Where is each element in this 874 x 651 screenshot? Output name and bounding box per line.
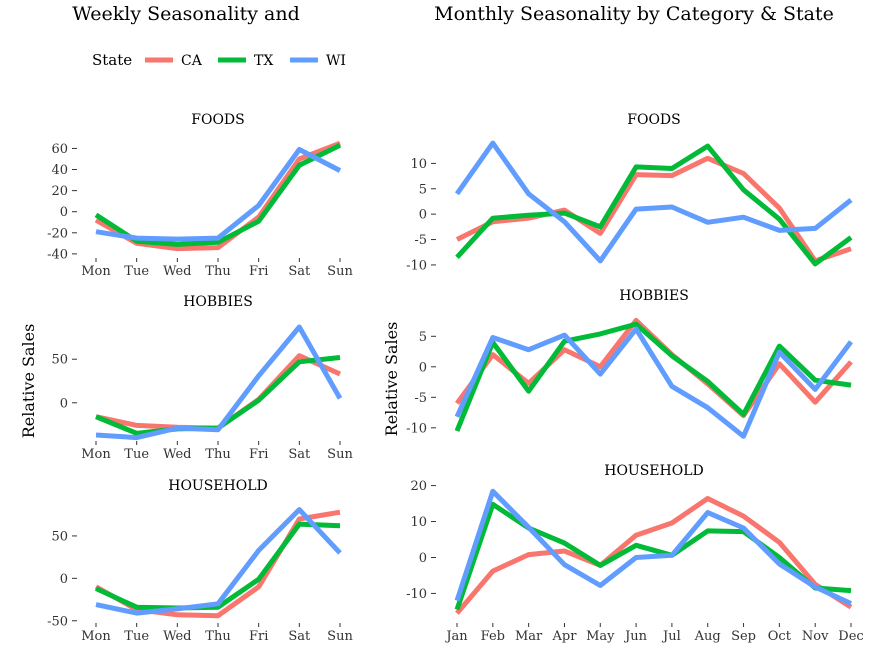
- x-tick-label: Sun: [327, 447, 353, 462]
- series-line-tx: [95, 355, 341, 436]
- x-tick-label: Tue: [124, 447, 149, 462]
- x-tick-label: Feb: [481, 629, 505, 644]
- y-tick-label: 10: [410, 515, 427, 530]
- facet-title: FOODS: [627, 112, 680, 128]
- y-tick-label: -5: [414, 233, 427, 248]
- series-line-wi: [95, 147, 342, 242]
- monthly-facet-household: HOUSEHOLD -10 0 10 20 Jan Feb Mar Apr May Jun Jul Au…: [406, 463, 864, 644]
- x-tick-label: Sun: [327, 264, 353, 279]
- x-tick-label: Sat: [288, 264, 311, 279]
- x-tick-label: Mon: [81, 447, 111, 462]
- x-tick-label: Wed: [163, 264, 191, 279]
- series-line-ca: [95, 353, 342, 431]
- x-tick-label: Fri: [249, 447, 268, 462]
- left-chart-title: Weekly Seasonality and: [72, 3, 299, 25]
- legend: CA TX WI: [145, 53, 346, 69]
- weekly-facet-hobbies: HOBBIES 0 50 Mon Tue Wed Thu Fri Sat Sun: [51, 294, 353, 462]
- x-tick-label: Mon: [81, 264, 111, 279]
- y-tick-label: 60: [51, 142, 68, 157]
- x-tick-label: Thu: [205, 629, 230, 644]
- x-tick-label: Jul: [661, 629, 681, 644]
- legend-label-ca: CA: [181, 53, 203, 69]
- y-tick-label: 20: [51, 184, 68, 199]
- series-line-wi: [454, 140, 853, 264]
- x-tick-label: Mon: [81, 629, 111, 644]
- x-tick-label: Thu: [205, 264, 230, 279]
- facet-title: HOUSEHOLD: [168, 478, 268, 494]
- x-tick-label: Nov: [802, 629, 829, 644]
- legend-label-wi: WI: [326, 53, 346, 69]
- x-tick-label: May: [586, 629, 615, 644]
- series-line-wi: [95, 324, 343, 441]
- y-tick-label: 40: [51, 163, 68, 178]
- y-tick-label: 0: [60, 396, 68, 411]
- series-line-wi: [454, 326, 853, 439]
- y-tick-label: -20: [47, 226, 68, 241]
- x-tick-label: Thu: [205, 447, 230, 462]
- y-tick-label: -10: [406, 421, 427, 436]
- monthly-panel: Relative Sales FOODS -10 -5 0 5 10 HOBBIES -10 -5…: [382, 112, 864, 644]
- facet-title: HOBBIES: [619, 288, 689, 304]
- monthly-facet-foods: FOODS -10 -5 0 5 10: [406, 112, 853, 273]
- weekly-facet-foods: FOODS -40 -20 0 20 40 60 Mon Tue Wed Thu Fri Sat Sun: [47, 112, 353, 279]
- x-tick-label: Wed: [163, 447, 191, 462]
- x-tick-label: Sat: [288, 629, 311, 644]
- x-tick-label: Aug: [694, 629, 721, 644]
- x-tick-label: Tue: [124, 264, 149, 279]
- x-tick-label: Sun: [327, 629, 353, 644]
- y-tick-label: 10: [410, 157, 427, 172]
- x-tick-label: Oct: [768, 629, 792, 644]
- weekly-facet-household: HOUSEHOLD -50 0 50 Mon Tue Wed Thu Fri Sat Sun: [47, 478, 353, 644]
- weekly-panel: Relative Sales FOODS -40 -20 0 20 40 60 Mon Tue We…: [19, 112, 353, 644]
- series-line-ca: [94, 140, 341, 252]
- series-line-ca: [455, 496, 853, 615]
- legend-label-tx: TX: [254, 53, 273, 69]
- x-tick-label: Fri: [249, 264, 268, 279]
- y-tick-label: -40: [47, 247, 68, 262]
- facet-title: FOODS: [191, 112, 244, 128]
- monthly-facet-hobbies: HOBBIES -10 -5 0 5: [406, 288, 853, 439]
- x-tick-label: Jan: [444, 629, 468, 644]
- weekly-y-axis-title: Relative Sales: [19, 324, 38, 439]
- y-tick-label: -10: [406, 258, 427, 273]
- monthly-y-axis-title: Relative Sales: [382, 322, 401, 437]
- chart-panels: Relative Sales FOODS -40 -20 0 20 40 60 Mon Tue We…: [19, 112, 864, 644]
- series-line-ca: [455, 155, 852, 264]
- y-tick-label: 0: [419, 360, 427, 375]
- x-tick-label: Wed: [163, 629, 191, 644]
- series-line-tx: [94, 521, 341, 611]
- x-tick-label: Jun: [623, 629, 648, 644]
- x-tick-label: Fri: [249, 629, 268, 644]
- y-tick-label: -10: [406, 587, 427, 602]
- x-tick-label: Apr: [551, 629, 577, 644]
- series-line-tx: [455, 143, 853, 267]
- series-line-tx: [454, 321, 852, 432]
- y-tick-label: 0: [419, 208, 427, 223]
- y-tick-label: 50: [51, 353, 68, 368]
- y-tick-label: 20: [410, 479, 427, 494]
- y-tick-label: 0: [419, 551, 427, 566]
- y-tick-label: -50: [47, 614, 68, 629]
- facet-title: HOBBIES: [183, 294, 253, 310]
- y-tick-label: -5: [414, 391, 427, 406]
- y-tick-label: 0: [60, 572, 68, 587]
- x-tick-label: Sep: [731, 629, 756, 644]
- legend-title: State: [92, 51, 132, 69]
- series-line-tx: [94, 143, 342, 247]
- y-tick-label: 50: [51, 529, 68, 544]
- x-tick-label: Dec: [838, 629, 863, 644]
- series-line-wi: [454, 488, 853, 606]
- y-tick-label: 0: [60, 205, 68, 220]
- x-tick-label: Tue: [124, 629, 149, 644]
- series-line-wi: [95, 507, 342, 616]
- x-tick-label: Mar: [515, 629, 543, 644]
- x-tick-label: Sat: [288, 447, 311, 462]
- facet-title: HOUSEHOLD: [604, 463, 704, 479]
- y-tick-label: 5: [419, 182, 427, 197]
- right-chart-title: Monthly Seasonality by Category & State: [434, 3, 834, 25]
- y-tick-label: 5: [419, 330, 427, 345]
